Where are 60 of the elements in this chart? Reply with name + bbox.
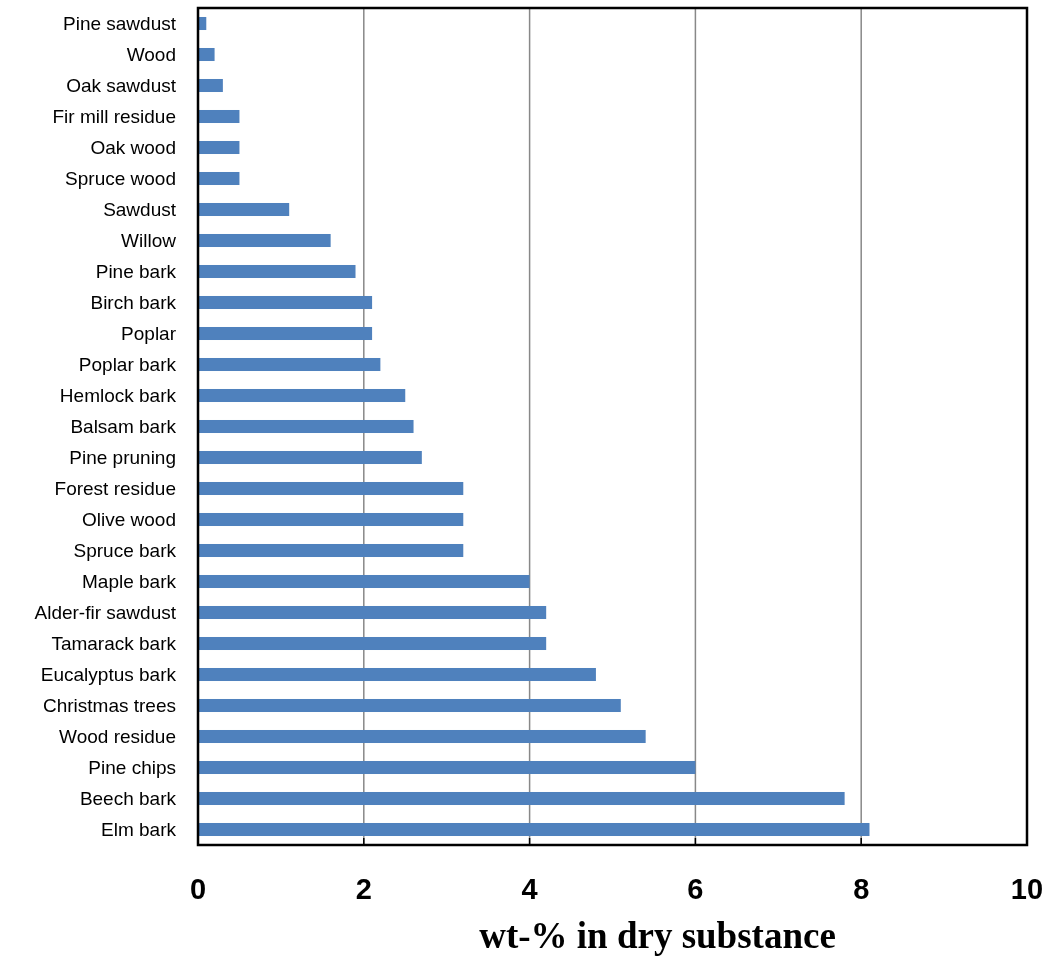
- y-tick-label: Pine bark: [95, 261, 177, 283]
- bar: [198, 388, 406, 403]
- y-tick-label: Maple bark: [82, 571, 177, 593]
- bar: [198, 326, 373, 341]
- bar: [198, 574, 530, 589]
- y-tick-label: Beech bark: [79, 788, 177, 810]
- bar: [198, 233, 331, 248]
- bar: [198, 698, 621, 713]
- y-tick-label: Spruce wood: [65, 168, 176, 190]
- y-tick-label: Spruce bark: [73, 540, 177, 562]
- y-tick-label: Balsam bark: [70, 416, 177, 438]
- y-tick-label: Wood residue: [59, 726, 176, 748]
- x-tick-label: 10: [1010, 873, 1044, 905]
- y-tick-label: Pine pruning: [69, 447, 176, 469]
- bar: [198, 171, 240, 186]
- y-tick-label: Wood: [126, 44, 176, 66]
- bar: [198, 450, 422, 465]
- x-tick-label: 0: [189, 873, 207, 905]
- y-tick-label: Alder-fir sawdust: [34, 602, 177, 624]
- bar: [198, 636, 547, 651]
- y-tick-label: Christmas trees: [42, 695, 176, 717]
- y-tick-label: Oak sawdust: [66, 75, 177, 97]
- y-tick-label: Poplar: [121, 323, 177, 345]
- x-axis-title: wt-% in dry substance: [479, 915, 836, 956]
- bar: [198, 264, 356, 279]
- bar: [198, 822, 870, 837]
- y-tick-label: Forest residue: [54, 478, 176, 500]
- y-tick-label: Birch bark: [90, 292, 177, 314]
- y-tick-label: Eucalyptus bark: [40, 664, 177, 686]
- y-tick-label: Hemlock bark: [59, 385, 177, 407]
- bar: [198, 667, 596, 682]
- bar: [198, 109, 240, 124]
- bar: [198, 47, 215, 62]
- bar: [198, 419, 414, 434]
- x-tick-label: 4: [521, 873, 538, 905]
- x-tick-label: 6: [687, 873, 704, 905]
- y-tick-label: Sawdust: [103, 199, 177, 221]
- bar: [198, 357, 381, 372]
- y-tick-label: Olive wood: [82, 509, 176, 531]
- bar: [198, 543, 464, 558]
- y-tick-label: Pine chips: [88, 757, 176, 779]
- bar: [198, 481, 464, 496]
- x-tick-label: 8: [853, 873, 870, 905]
- y-tick-label: Oak wood: [90, 137, 176, 159]
- bar: [198, 605, 547, 620]
- bar: [198, 729, 646, 744]
- bar: [198, 760, 696, 775]
- bar: [198, 295, 373, 310]
- bar: [198, 78, 223, 93]
- y-tick-label: Willow: [121, 230, 177, 252]
- x-tick-label: 2: [355, 873, 372, 905]
- y-tick-label: Elm bark: [101, 819, 177, 841]
- bar: [198, 512, 464, 527]
- y-tick-label: Pine sawdust: [62, 13, 177, 35]
- bar: [198, 791, 845, 806]
- y-tick-label: Fir mill residue: [52, 106, 176, 128]
- y-tick-label: Tamarack bark: [51, 633, 177, 655]
- bar: [198, 140, 240, 155]
- y-tick-label: Poplar bark: [78, 354, 177, 376]
- bar: [198, 202, 290, 217]
